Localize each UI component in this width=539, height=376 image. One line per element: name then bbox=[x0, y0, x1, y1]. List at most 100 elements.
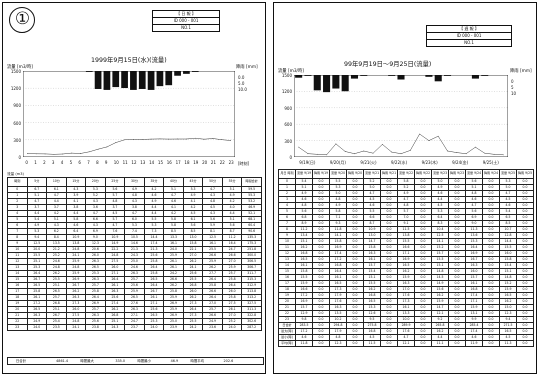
y-axis-label: 流量 [m3/時] bbox=[278, 69, 304, 74]
summary-row: 日合計 283.5 0.0 294.8 0.0 275.8 0.0 289.9 0.0 265.8… bbox=[278, 322, 534, 329]
rain-bar bbox=[112, 71, 120, 88]
x-tick-label: 9/24(金) bbox=[452, 160, 469, 165]
column-header: 流量 9/20 bbox=[329, 169, 347, 179]
rain-bar bbox=[191, 71, 199, 72]
x-tick-label: 7 bbox=[87, 160, 90, 165]
table-row: 2 4.9 0.0 5.0 0.0 4.7 0.0 4.9 0.0 4.6 0.0 4.8 0.0 4.7… bbox=[278, 190, 534, 197]
table-row: 12 25.1 24.6 25.9 26.3 27.5 25.0 25.8 26.1 26.2 25… bbox=[7, 258, 262, 265]
column-header: 降雨 9/25 bbox=[516, 169, 534, 179]
table-caption: 流量 (m3) bbox=[7, 172, 24, 176]
summary-cell: 0.0 bbox=[312, 340, 330, 347]
x-tick-label: 11 bbox=[122, 160, 128, 165]
x-tick-label: 9/19(日) bbox=[299, 160, 316, 165]
rain-tick-label: 10.0 bbox=[238, 87, 247, 92]
x-tick-label: 9/20(月) bbox=[329, 160, 346, 165]
rain-bar bbox=[471, 75, 479, 79]
summary-cell: 12.3 bbox=[329, 340, 347, 347]
y-tick-label: 1500 bbox=[281, 73, 292, 78]
x-tick-label: 9/23(木) bbox=[421, 160, 438, 165]
rain-axis-label: 降雨 [mm] bbox=[236, 65, 258, 70]
column-header: 50分 bbox=[202, 177, 223, 187]
column-header: 降雨 9/23 bbox=[448, 169, 466, 179]
summary-cell: 11.5 bbox=[363, 340, 381, 347]
page-number-badge: ① bbox=[9, 7, 35, 33]
x-tick-label: 14 bbox=[149, 160, 155, 165]
rain-bar bbox=[147, 71, 155, 90]
x-tick-label: 13 bbox=[140, 160, 146, 165]
rain-bar bbox=[341, 75, 349, 92]
report-id: ID 000 - 001 bbox=[427, 33, 511, 40]
summary-cell: 11.3 bbox=[499, 340, 517, 347]
chart-title: 99年9月19日～9月25日(流量) bbox=[344, 61, 432, 68]
x-tick-label: 9/25(土) bbox=[482, 160, 499, 165]
summary-cell: 0.0 bbox=[346, 340, 364, 347]
max-label: 時間最大 bbox=[80, 359, 94, 363]
column-header: 流量 9/19 bbox=[295, 169, 313, 179]
y-tick-label: 900 bbox=[13, 103, 21, 109]
flow-series-line bbox=[298, 133, 504, 156]
table-cell: 287.2 bbox=[241, 324, 262, 331]
y-tick-label: 1200 bbox=[281, 89, 292, 95]
max-value: 335.0 bbox=[115, 359, 126, 363]
avg-label: 時間平均 bbox=[190, 359, 205, 363]
table-cell: 23.7 bbox=[124, 324, 145, 331]
rain-axis-label: 降雨 [mm] bbox=[510, 69, 532, 74]
x-tick-label: 4 bbox=[60, 160, 64, 165]
rain-bar bbox=[85, 71, 93, 72]
column-header: 10分 bbox=[46, 177, 67, 187]
column-header: 降雨 9/22 bbox=[414, 169, 432, 179]
column-header: 30分 bbox=[124, 177, 145, 187]
table-header-row: 時刻 5分 10分 15分 20分 25分 30分 35分 40分 45分 50分 55分 時間合計 bbox=[7, 177, 262, 187]
table-row: 11 16.2 0.0 16.9 0.0 15.8 0.0 16.6 0.0 15.2 0.0 16.… bbox=[278, 244, 534, 251]
x-tick-label: 2 bbox=[43, 160, 46, 165]
column-header: 25分 bbox=[104, 177, 126, 187]
summary-row: 平均(時) 11.8 0.0 12.3 0.0 11.5 0.0 12.1 0.0 11.1 0.0… bbox=[278, 340, 534, 347]
table-cell: 23.9 bbox=[163, 324, 184, 331]
summary-cell: 12.1 bbox=[397, 340, 415, 347]
avg-value: 202.6 bbox=[223, 359, 234, 363]
column-header: 5分 bbox=[26, 177, 48, 187]
table-row: 0 6.7 6.1 4.3 5.3 5.6 4.9 4.2 5.1 5.3 4.7 5.1 59.5 bbox=[7, 186, 262, 193]
table-row: 22 12.9 0.0 13.5 0.0 12.6 0.0 13.3 0.0 12.1 0.0 13.… bbox=[278, 310, 534, 317]
min-value: 46.9 bbox=[170, 359, 179, 363]
rain-tick-label: 5 bbox=[511, 85, 514, 90]
rain-bar bbox=[332, 75, 340, 89]
table-cell: 24.0 bbox=[221, 324, 243, 331]
column-header: 時刻 bbox=[7, 177, 28, 187]
report-header-box: 【 週 報 】 ID 000 - 001 NO.1 bbox=[426, 25, 512, 47]
report-id: ID 000 - 001 bbox=[153, 18, 219, 25]
x-tick-label: 20 bbox=[202, 160, 208, 165]
table-cell: 24.0 bbox=[26, 324, 48, 331]
table-row: 23 24.0 23.5 24.1 23.8 24.3 23.7 24.0 23.9 24.2 23… bbox=[7, 324, 262, 331]
rain-bar bbox=[183, 71, 190, 74]
table-row: 13 16.5 0.0 17.2 0.0 16.1 0.0 16.9 0.0 15.5 0.0 16.… bbox=[278, 256, 534, 263]
rain-tick-label: 5.0 bbox=[238, 81, 245, 86]
x-tick-label: 17 bbox=[175, 160, 181, 165]
summary-cell: 0.0 bbox=[380, 340, 398, 347]
column-header: 40分 bbox=[163, 177, 184, 187]
summary-cell: 0.0 bbox=[448, 340, 466, 347]
table-row: 4 4.8 0.0 4.9 0.0 4.6 0.0 4.8 0.0 4.5 0.0 4.7 0.0 4.6… bbox=[278, 202, 534, 209]
daily-flow-chart bbox=[23, 71, 235, 157]
summary-cell: 平均(時) bbox=[278, 340, 296, 347]
rain-bar bbox=[388, 75, 396, 76]
x-tick-label: 19 bbox=[193, 160, 199, 165]
report-no: NO.1 bbox=[464, 40, 474, 45]
y-tick-label: 1200 bbox=[10, 86, 21, 92]
summary-cell: 11.9 bbox=[465, 340, 483, 347]
summary-cell: 0.0 bbox=[516, 340, 534, 347]
y-tick-label: 600 bbox=[284, 122, 292, 128]
plot-frame bbox=[23, 71, 235, 157]
rain-bar bbox=[481, 75, 489, 76]
rain-bar bbox=[397, 75, 405, 80]
x-axis-unit: [時刻] bbox=[238, 161, 250, 166]
column-header: 降雨 9/21 bbox=[380, 169, 398, 179]
table-row: 21 26.3 26.7 27.5 26.3 26.8 27.1 26.5 26.9 27.3 26… bbox=[7, 312, 262, 319]
table-cell: 23 bbox=[7, 324, 28, 331]
weekly-flow-chart bbox=[294, 75, 508, 157]
x-tick-label: 21 bbox=[210, 160, 216, 165]
y-tick-label: 0 bbox=[289, 155, 292, 160]
column-header: 月日 時刻 bbox=[278, 169, 296, 179]
table-cell: 24.2 bbox=[182, 324, 204, 331]
x-tick-label: 0 bbox=[25, 160, 28, 165]
